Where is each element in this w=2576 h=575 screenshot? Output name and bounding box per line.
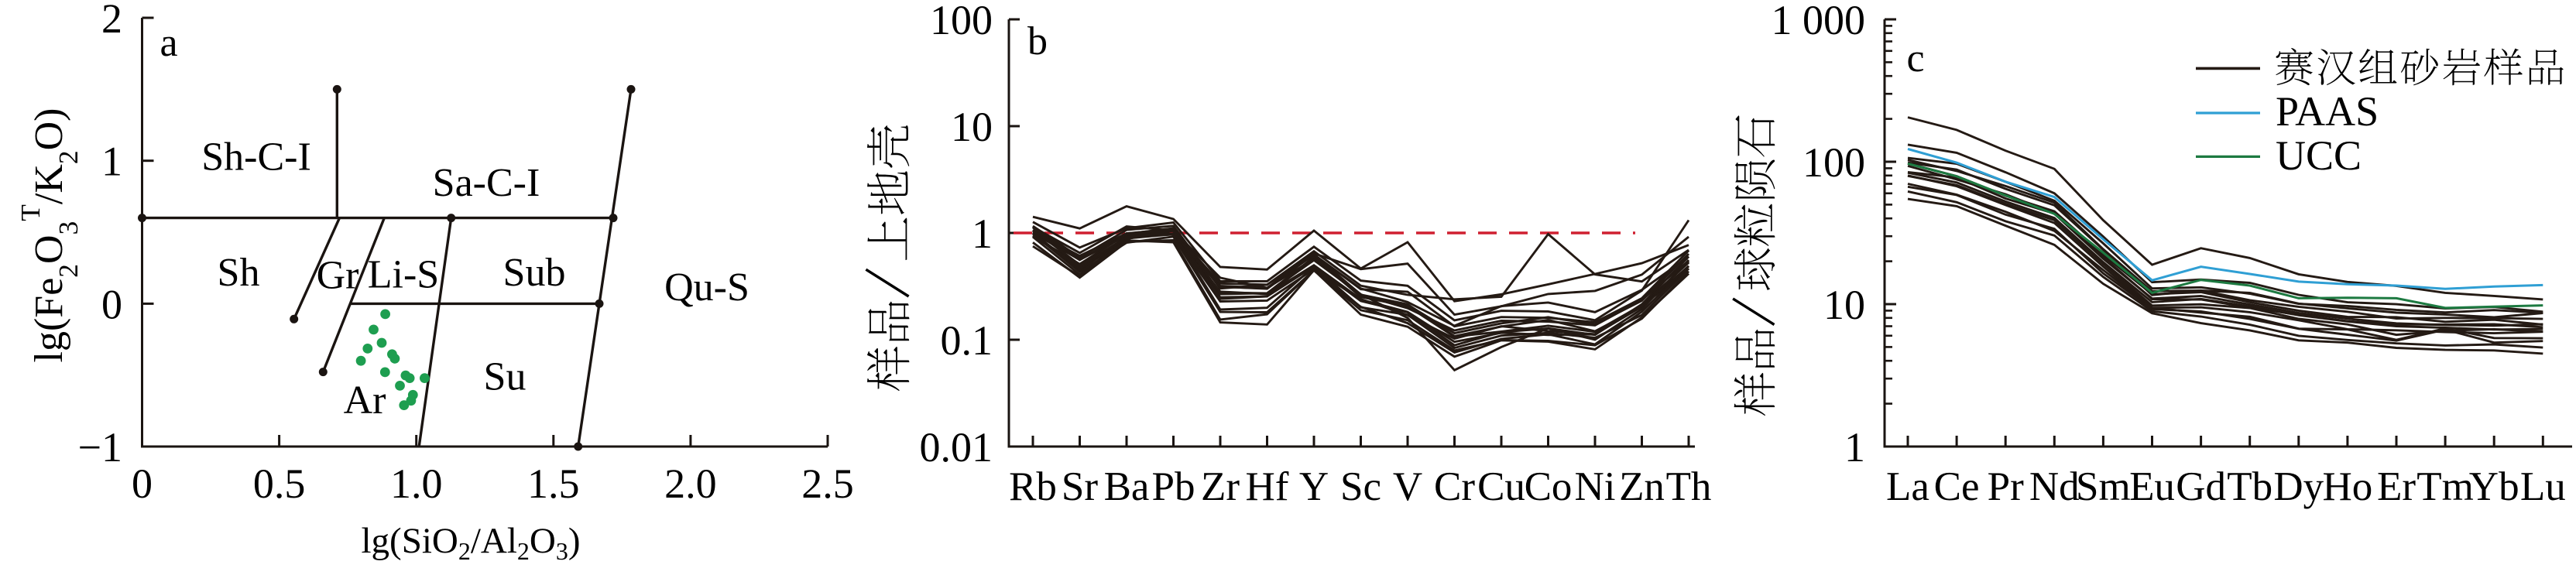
svg-text:Zr: Zr bbox=[1201, 464, 1240, 509]
svg-text:b: b bbox=[1027, 19, 1048, 63]
svg-text:UCC: UCC bbox=[2276, 132, 2362, 179]
svg-text:Pb: Pb bbox=[1152, 464, 1195, 509]
svg-text:Sh-C-I: Sh-C-I bbox=[201, 135, 311, 179]
svg-text:Ce: Ce bbox=[1934, 464, 1980, 509]
svg-text:2: 2 bbox=[101, 0, 122, 42]
svg-text:Li-S: Li-S bbox=[368, 252, 439, 296]
svg-text:Qu-S: Qu-S bbox=[664, 265, 749, 310]
svg-text:lg(Fe2O3T/K2O): lg(Fe2O3T/K2O) bbox=[15, 108, 84, 363]
svg-text:Sh: Sh bbox=[218, 251, 260, 295]
svg-text:100: 100 bbox=[930, 0, 993, 43]
svg-text:Er: Er bbox=[2377, 464, 2416, 509]
svg-text:0.01: 0.01 bbox=[920, 424, 993, 471]
svg-text:Lu: Lu bbox=[2520, 464, 2566, 509]
svg-text:Dy: Dy bbox=[2273, 464, 2324, 509]
svg-text:Th: Th bbox=[1666, 464, 1712, 509]
svg-text:Cu: Cu bbox=[1477, 464, 1525, 509]
svg-text:Tm: Tm bbox=[2417, 464, 2474, 509]
svg-text:Ni: Ni bbox=[1575, 464, 1616, 509]
svg-text:2.0: 2.0 bbox=[664, 460, 717, 507]
svg-text:Ho: Ho bbox=[2323, 464, 2373, 509]
svg-text:Gr: Gr bbox=[317, 253, 359, 297]
svg-text:1: 1 bbox=[101, 139, 122, 185]
svg-text:Co: Co bbox=[1525, 464, 1573, 509]
svg-text:1.5: 1.5 bbox=[527, 460, 580, 507]
svg-text:Zn: Zn bbox=[1619, 464, 1665, 509]
svg-text:Sm: Sm bbox=[2076, 464, 2131, 509]
svg-text:Su: Su bbox=[484, 355, 527, 399]
svg-text:Rb: Rb bbox=[1009, 464, 1057, 509]
svg-text:Cr: Cr bbox=[1434, 464, 1475, 509]
svg-text:1 000: 1 000 bbox=[1772, 0, 1866, 43]
svg-text:Sr: Sr bbox=[1062, 464, 1098, 509]
svg-text:V: V bbox=[1393, 464, 1422, 509]
svg-text:Gd: Gd bbox=[2176, 464, 2226, 509]
svg-text:Sub: Sub bbox=[503, 251, 566, 295]
svg-text:Tb: Tb bbox=[2227, 464, 2272, 509]
svg-text:Hf: Hf bbox=[1246, 464, 1289, 509]
svg-text:1.0: 1.0 bbox=[390, 460, 443, 507]
svg-text:Sa-C-I: Sa-C-I bbox=[433, 161, 540, 205]
svg-text:Ba: Ba bbox=[1104, 464, 1150, 509]
svg-text:10: 10 bbox=[1823, 282, 1865, 328]
svg-text:100: 100 bbox=[1803, 139, 1865, 186]
svg-text:0.5: 0.5 bbox=[253, 460, 306, 507]
svg-text:0.1: 0.1 bbox=[941, 317, 993, 364]
svg-text:−1: −1 bbox=[78, 424, 122, 471]
svg-text:c: c bbox=[1906, 36, 1924, 80]
svg-text:Y: Y bbox=[1299, 464, 1329, 509]
svg-text:0: 0 bbox=[101, 281, 122, 327]
svg-text:Sc: Sc bbox=[1340, 464, 1381, 509]
svg-text:0: 0 bbox=[132, 460, 153, 507]
svg-text:Eu: Eu bbox=[2129, 464, 2175, 509]
svg-text:10: 10 bbox=[951, 104, 993, 150]
svg-text:Ar: Ar bbox=[344, 378, 386, 423]
svg-text:lg(SiO2/Al2O3): lg(SiO2/Al2O3) bbox=[361, 521, 580, 565]
svg-text:1: 1 bbox=[972, 210, 993, 257]
svg-text:La: La bbox=[1886, 464, 1929, 509]
svg-text:Nd: Nd bbox=[2029, 464, 2080, 509]
svg-text:Yb: Yb bbox=[2469, 464, 2519, 509]
svg-text:PAAS: PAAS bbox=[2276, 88, 2379, 135]
svg-text:Pr: Pr bbox=[1988, 464, 2024, 509]
svg-text:a: a bbox=[159, 21, 177, 65]
svg-text:1: 1 bbox=[1844, 424, 1865, 471]
svg-text:2.5: 2.5 bbox=[801, 460, 854, 507]
